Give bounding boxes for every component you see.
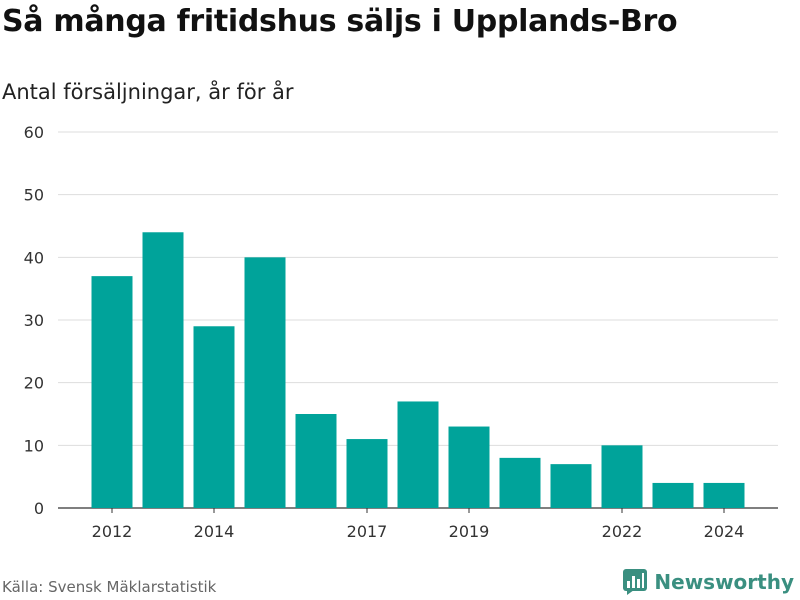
x-tick-label: 2022 (602, 522, 643, 541)
y-tick-label: 20 (24, 374, 44, 393)
newsworthy-logo-icon (623, 569, 648, 595)
brand-name: Newsworthy (654, 570, 794, 594)
bars (91, 232, 745, 508)
bar-2016 (295, 414, 337, 508)
bar-chart: 0 10 20 30 40 50 60 2012 2014 2017 2019 2022 2024 (24, 123, 778, 541)
brand-logo: Newsworthy (622, 568, 794, 596)
y-tick-label: 30 (24, 311, 44, 330)
y-tick-label: 10 (24, 436, 44, 455)
bar-2023 (652, 482, 694, 508)
bar-2021 (550, 464, 592, 508)
bar-2019 (448, 426, 490, 508)
bar-2012 (91, 276, 133, 508)
bar-2018 (397, 401, 439, 508)
chart-subtitle: Antal försäljningar, år för år (2, 80, 294, 104)
source-note: Källa: Svensk Mäklarstatistik (2, 578, 217, 596)
y-tick-label: 50 (24, 186, 44, 205)
bar-2015 (244, 257, 286, 508)
x-tick-labels: 2012 2014 2017 2019 2022 2024 (92, 508, 745, 541)
chart-title: Så många fritidshus säljs i Upplands-Bro (2, 4, 678, 39)
y-tick-label: 40 (24, 248, 44, 267)
bar-2014 (193, 326, 235, 508)
bar-2013 (142, 232, 184, 508)
x-tick-label: 2014 (194, 522, 235, 541)
x-tick-label: 2017 (347, 522, 388, 541)
bar-2022 (601, 445, 643, 508)
bar-2017 (346, 439, 388, 508)
bar-2020 (499, 457, 541, 508)
y-tick-label: 0 (34, 499, 44, 518)
x-tick-label: 2019 (449, 522, 490, 541)
x-tick-label: 2012 (92, 522, 133, 541)
bar-2024 (703, 482, 745, 508)
x-tick-label: 2024 (704, 522, 745, 541)
y-tick-label: 60 (24, 123, 44, 142)
y-tick-labels: 0 10 20 30 40 50 60 (24, 123, 44, 518)
